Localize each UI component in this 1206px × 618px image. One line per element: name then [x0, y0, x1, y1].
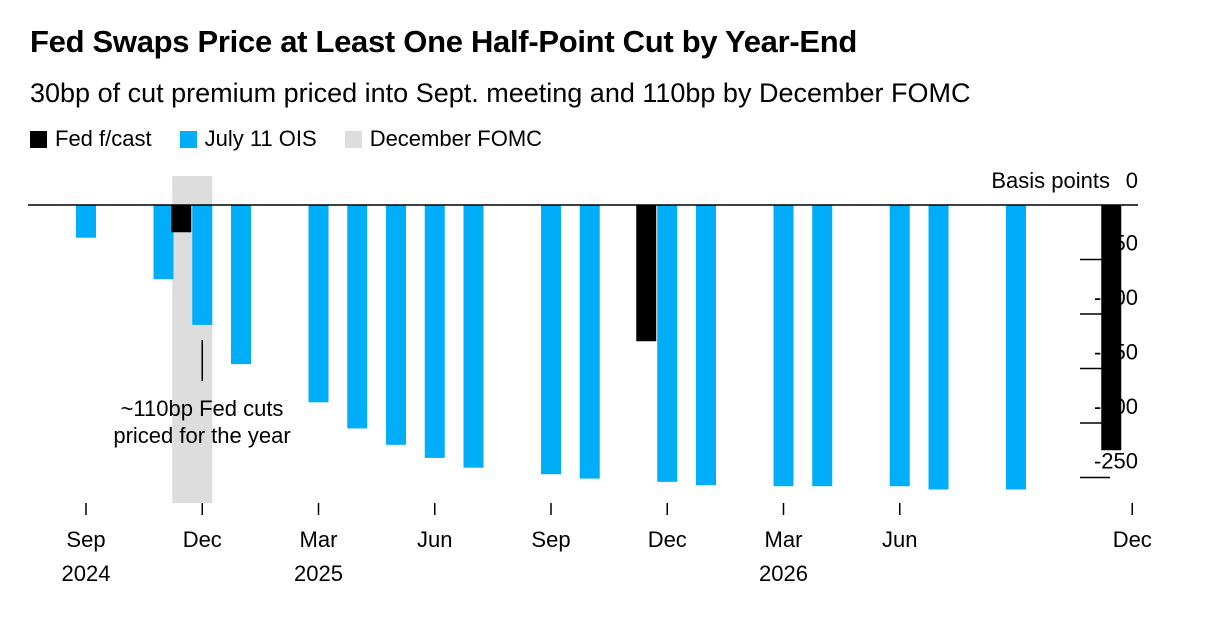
annotation-text-line-2: priced for the year — [113, 423, 290, 448]
ois-bar — [657, 205, 678, 482]
chart-subtitle: 30bp of cut premium priced into Sept. me… — [30, 78, 971, 108]
annotation-text-line-1: ~110bp Fed cuts — [121, 396, 284, 421]
ois-bar — [773, 205, 794, 487]
x-tick-year-label: 2024 — [62, 561, 111, 586]
x-tick-label: Dec — [183, 527, 222, 552]
fed-forecast-bar — [636, 205, 657, 342]
x-tick-label: Sep — [66, 527, 105, 552]
ois-bar — [812, 205, 833, 487]
annotation: ~110bp Fed cuts priced for the year — [113, 340, 291, 448]
ois-bar — [424, 205, 445, 458]
ois-bar — [463, 205, 484, 468]
ois-bar — [579, 205, 600, 479]
x-tick-label: Mar — [765, 527, 803, 552]
legend-item-fed-forecast: Fed f/cast — [30, 126, 152, 152]
fed-forecast-bar — [1101, 205, 1122, 451]
legend-swatch-fed-forecast — [30, 130, 47, 148]
legend-item-july-11-ois: July 11 OIS — [179, 126, 317, 152]
ois-bar — [76, 205, 96, 238]
x-axis: Sep 2024 Dec Mar 2025 Jun Sep Dec Mar 2026 Jun Dec — [62, 503, 1152, 586]
y-tick-label: -150 — [1094, 340, 1138, 365]
bars — [76, 205, 1122, 490]
ois-bar — [1006, 205, 1026, 490]
legend-item-december-fomc: December FOMC — [344, 126, 543, 152]
ois-bar — [889, 205, 910, 487]
legend-swatch-december-fomc — [344, 130, 362, 148]
ois-bar — [928, 205, 949, 490]
legend: Fed f/cast July 11 OIS December FOMC — [30, 126, 570, 152]
x-tick-label: Jun — [417, 527, 452, 552]
legend-label-fed-forecast: Fed f/cast — [55, 126, 152, 151]
legend-label-december-fomc: December FOMC — [369, 126, 543, 151]
ois-bar — [386, 205, 406, 445]
x-tick-year-label: 2026 — [759, 561, 808, 586]
y-tick-label: -250 — [1094, 449, 1138, 474]
ois-bar — [541, 205, 561, 475]
ois-bar — [347, 205, 368, 429]
ois-bar — [696, 205, 716, 486]
fed-forecast-bar — [171, 205, 192, 233]
y-tick-label: -50 — [1106, 231, 1138, 256]
y-axis: Basis points 0 -50 -100 -150 -200 -250 — [991, 168, 1138, 474]
x-tick-label: Dec — [648, 527, 687, 552]
y-tick-label: -200 — [1094, 394, 1138, 419]
x-tick-label: Sep — [531, 527, 570, 552]
ois-bar — [192, 205, 213, 325]
x-tick-label: Jun — [882, 527, 917, 552]
ois-bar — [308, 205, 329, 403]
x-tick-label: Mar — [300, 527, 338, 552]
legend-swatch-july-11-ois — [179, 130, 197, 148]
y-tick-label: -100 — [1094, 285, 1138, 310]
ois-bar — [153, 205, 174, 280]
legend-label-july-11-ois: July 11 OIS — [204, 126, 317, 151]
x-tick-label: Dec — [1113, 527, 1152, 552]
x-tick-year-label: 2025 — [294, 561, 343, 586]
chart-title: Fed Swaps Price at Least One Half-Point … — [30, 24, 858, 59]
y-axis-title: Basis points — [991, 168, 1110, 193]
ois-bar — [231, 205, 251, 365]
y-tick-label: 0 — [1126, 168, 1138, 193]
